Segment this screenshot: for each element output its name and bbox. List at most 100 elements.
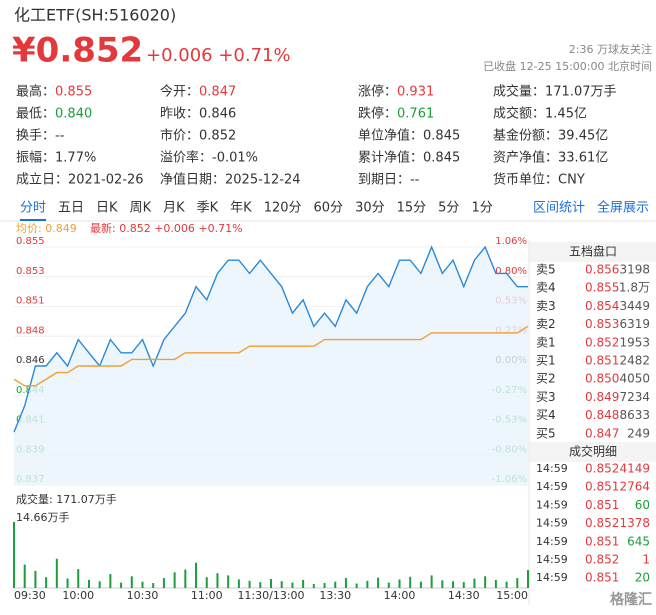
tab[interactable]: 五日: [58, 201, 84, 216]
trade-volume: 645: [627, 534, 650, 548]
x-tick-label: 10:30: [127, 589, 159, 602]
y-tick-label: 0.846: [16, 355, 45, 366]
stat-value: 2021-02-26: [68, 173, 144, 188]
trade-time: 14:59: [536, 517, 568, 530]
volume-bar: [55, 558, 58, 588]
volume-bar: [323, 583, 326, 588]
tab[interactable]: 30分: [355, 201, 385, 216]
book-volume: 249: [627, 426, 650, 440]
book-side: 买5: [536, 426, 556, 440]
y-tick-label: 0.848: [16, 325, 45, 336]
book-side: 买3: [536, 390, 556, 404]
volume-bar: [152, 583, 155, 588]
stat-label: 最高：: [16, 84, 55, 100]
legend-latest: 最新: 0.852 +0.006 +0.71%: [90, 221, 243, 235]
stat-label: 货币单位：: [493, 172, 558, 188]
trade-price: 0.851: [585, 571, 619, 585]
status: 已收盘 12-25 15:00:00 北京时间: [483, 59, 652, 73]
volume-bar: [398, 579, 401, 588]
book-price: 0.853: [585, 317, 619, 331]
stat-value: 0.931: [397, 85, 434, 100]
volume-bar: [441, 580, 444, 588]
stat-label: 净值日期：: [160, 172, 225, 188]
book-side: 买1: [536, 354, 556, 368]
volume-bar: [473, 578, 476, 588]
volume-bar: [270, 578, 272, 588]
volume-bar: [494, 579, 497, 588]
tab[interactable]: 日K: [96, 201, 118, 216]
y-tick-label: 0.853: [16, 266, 45, 277]
stat-label: 到期日：: [358, 173, 410, 188]
volume-bar: [141, 581, 144, 588]
y2-tick-label: 1.06%: [495, 236, 527, 247]
volume-bar: [409, 576, 412, 588]
trade-price: 0.852: [585, 462, 619, 476]
stat-value: 171.07万手: [545, 85, 617, 100]
stat-label: 今开：: [160, 84, 199, 100]
tab[interactable]: 年K: [230, 201, 252, 216]
volume-bar: [109, 574, 112, 588]
book-price: 0.856: [585, 263, 619, 277]
volume-bar: [77, 569, 80, 588]
tab[interactable]: 季K: [197, 201, 219, 216]
stat-value: 0.846: [199, 107, 236, 122]
book-volume: 4050: [619, 372, 650, 386]
legend-avg: 均价: 0.849: [16, 222, 77, 235]
volume-bar: [516, 578, 519, 588]
volume-bar: [87, 579, 90, 588]
stat-value: 39.45亿: [558, 129, 608, 144]
volume-bar: [291, 582, 294, 588]
tab[interactable]: 5分: [438, 201, 459, 216]
stat-label: 溢价率：: [160, 150, 212, 166]
stat-value: 1.45亿: [545, 107, 587, 122]
stat-value: 0.845: [423, 129, 460, 144]
stat-value: 0.852: [199, 129, 236, 144]
x-tick-label: 14:00: [384, 589, 416, 602]
volume-bar: [173, 572, 176, 588]
tab[interactable]: 分时: [20, 201, 46, 216]
trades-header-bg: [530, 442, 656, 462]
tab[interactable]: 120分: [264, 201, 302, 216]
trade-volume: 1: [642, 553, 650, 567]
trade-time: 14:59: [536, 462, 568, 475]
tab[interactable]: 60分: [314, 201, 344, 216]
tab[interactable]: 周K: [130, 201, 152, 216]
title: 化工ETF(SH:516020): [14, 6, 176, 25]
x-tick-label: 14:30: [448, 589, 480, 602]
stat-label: 市价：: [160, 128, 199, 144]
book-title: 五档盘口: [569, 244, 617, 259]
book-side: 买4: [536, 408, 556, 422]
book-volume: 1.8万: [619, 281, 650, 295]
volume-bar: [195, 562, 198, 588]
stat-value: 1.77%: [55, 151, 96, 166]
trade-price: 0.852: [585, 553, 619, 567]
tab[interactable]: 1分: [471, 201, 492, 216]
book-price: 0.851: [585, 354, 619, 368]
book-volume: 6319: [619, 317, 650, 331]
book-price: 0.852: [585, 335, 619, 349]
tab-right[interactable]: 全屏展示: [597, 200, 649, 216]
tab[interactable]: 15分: [397, 201, 427, 216]
volume-bar: [452, 581, 455, 588]
volume-bar: [205, 577, 208, 588]
trade-time: 14:59: [536, 553, 568, 566]
stat-label: 跌停：: [358, 106, 397, 122]
book-side: 卖4: [536, 281, 556, 295]
book-volume: 1953: [619, 335, 650, 349]
price-area: [14, 247, 528, 485]
stat-label: 单位净值：: [358, 128, 423, 144]
volume-bar: [34, 570, 37, 588]
book-price: 0.847: [585, 426, 619, 440]
book-volume: 3198: [619, 263, 650, 277]
tab[interactable]: 月K: [163, 201, 185, 216]
trade-volume: 2764: [619, 480, 650, 494]
volume-bar: [377, 577, 380, 588]
tab-right[interactable]: 区间统计: [533, 201, 585, 216]
volume-bar: [344, 578, 347, 588]
book-volume: 2482: [619, 354, 650, 368]
book-price: 0.854: [585, 299, 619, 313]
book-price: 0.855: [585, 281, 619, 295]
trade-time: 14:59: [536, 535, 568, 548]
volume-bar: [505, 581, 508, 588]
